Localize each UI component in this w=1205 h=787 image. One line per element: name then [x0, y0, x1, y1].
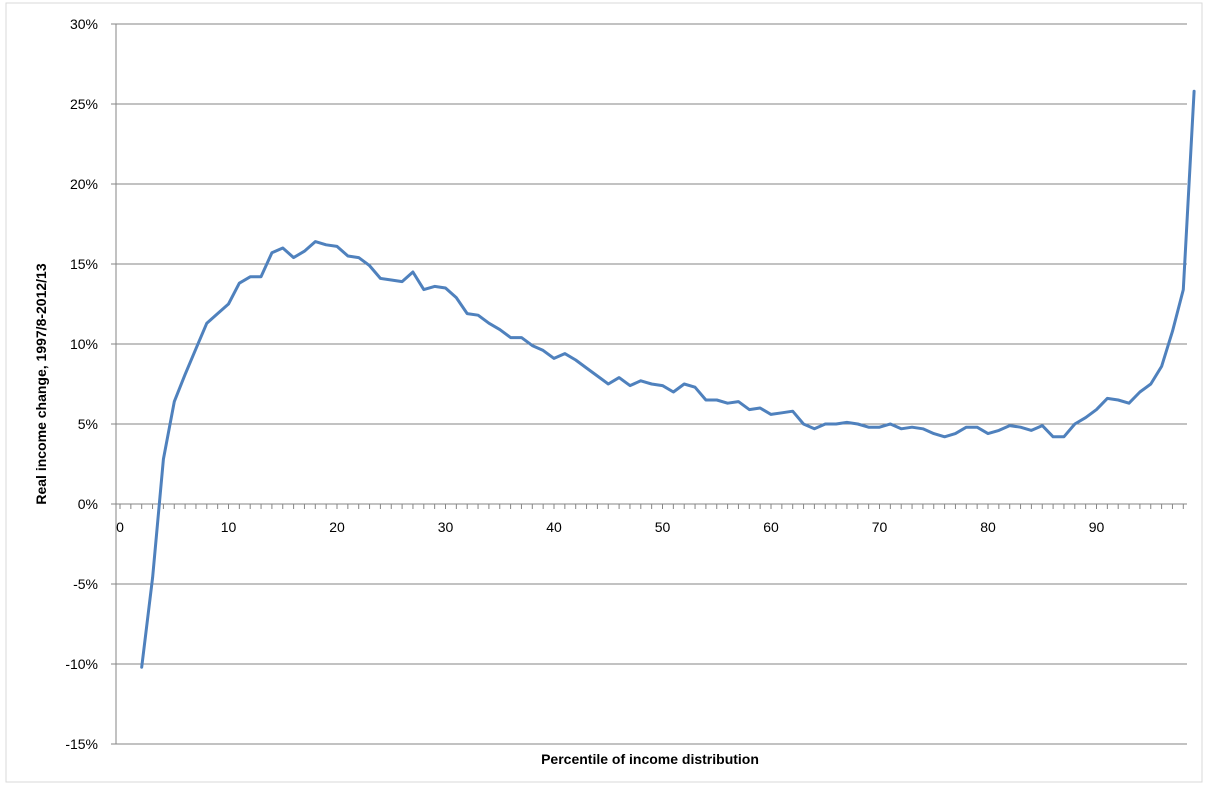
y-tick-label: 20%: [70, 176, 98, 192]
series-line: [140, 89, 1196, 669]
x-tick-label: 40: [546, 519, 562, 535]
x-tick-label: 90: [1089, 519, 1105, 535]
x-tick-label: 30: [438, 519, 454, 535]
x-tick-label: 0: [116, 519, 124, 535]
y-tick-label: 5%: [78, 416, 98, 432]
x-tick-label: 50: [655, 519, 671, 535]
axes: [111, 23, 1187, 745]
y-tick-label: -15%: [65, 736, 98, 752]
y-tick-label: 30%: [70, 16, 98, 32]
data-series: [140, 89, 1196, 669]
x-axis-title: Percentile of income distribution: [541, 751, 759, 767]
y-tick-label: -10%: [65, 656, 98, 672]
gridlines: [116, 23, 1187, 745]
y-tick-label: 25%: [70, 96, 98, 112]
x-tick-label: 70: [872, 519, 888, 535]
y-tick-label: 10%: [70, 336, 98, 352]
y-axis-title: Real income change, 1997/8-2012/13: [33, 263, 49, 504]
x-tick-label: 60: [763, 519, 779, 535]
y-tick-label: -5%: [73, 576, 98, 592]
chart-frame: [5, 2, 1203, 783]
y-tick-label: 0%: [78, 496, 98, 512]
y-tick-label: 15%: [70, 256, 98, 272]
x-tick-label: 20: [329, 519, 345, 535]
x-axis-tick-labels: 0 10 20 30 40 50 60 70 80 90: [116, 519, 1104, 535]
x-tick-label: 80: [980, 519, 996, 535]
x-tick-label: 10: [221, 519, 237, 535]
y-axis-tick-labels: -15% -10% -5% 0% 5% 10% 15% 20% 25% 30%: [65, 16, 98, 752]
